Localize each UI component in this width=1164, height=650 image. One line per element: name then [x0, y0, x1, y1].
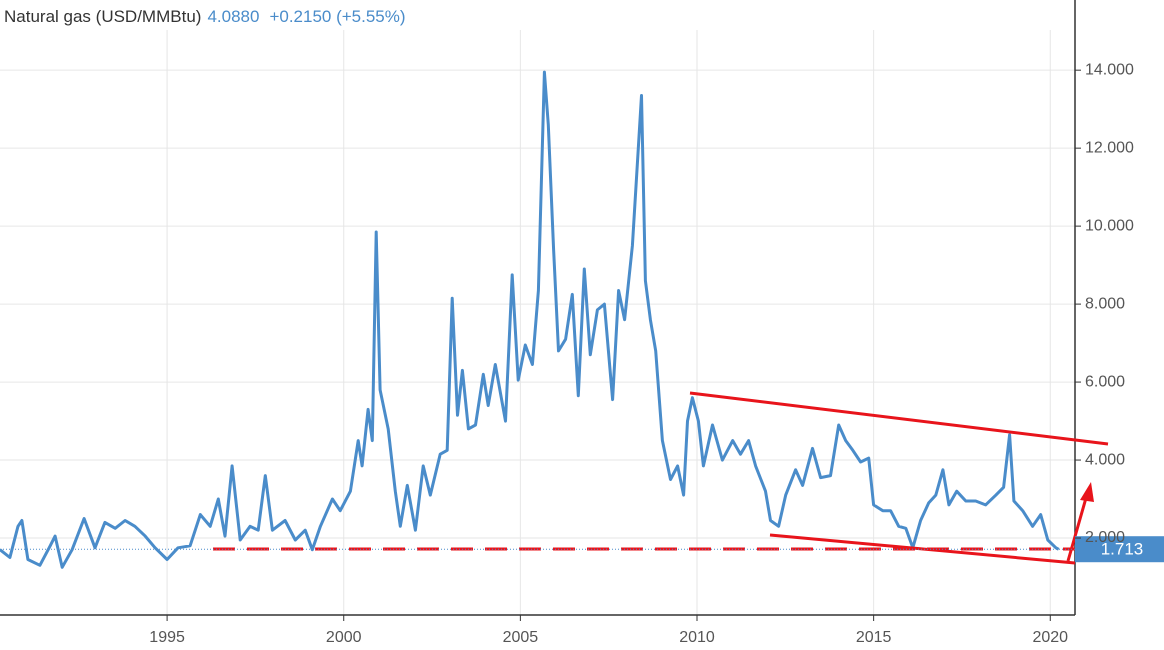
grid — [0, 30, 1075, 615]
y-tick-label: 14.000 — [1085, 61, 1134, 78]
y-tick-label: 2.000 — [1085, 529, 1125, 546]
price: 4.0880 — [207, 7, 259, 26]
arrow-head — [1080, 482, 1094, 502]
series-line — [0, 70, 1060, 569]
series — [0, 70, 1060, 569]
y-tick-label: 4.000 — [1085, 451, 1125, 468]
x-tick-label: 2020 — [1032, 629, 1068, 646]
title-text: Natural gas (USD/MMBtu) — [4, 7, 201, 26]
y-tick-label: 12.000 — [1085, 139, 1134, 156]
y-tick-label: 8.000 — [1085, 295, 1125, 312]
annotations — [213, 391, 1109, 565]
x-tick-label: 2000 — [326, 629, 362, 646]
change: +0.2150 (+5.55%) — [269, 7, 405, 26]
x-tick-label: 2005 — [503, 629, 539, 646]
last-value: 1.713 — [0, 536, 1164, 563]
y-tick-label: 6.000 — [1085, 373, 1125, 390]
chart-title: Natural gas (USD/MMBtu) 4.0880 +0.2150 (+5… — [4, 7, 406, 26]
y-tick-label: 10.000 — [1085, 217, 1134, 234]
x-tick-label: 1995 — [149, 629, 185, 646]
last-value-box — [1075, 536, 1164, 563]
arrow-shaft — [1066, 497, 1088, 562]
last-value-label: 1.713 — [1101, 540, 1144, 559]
trend-upper — [689, 391, 1109, 446]
x-tick-label: 2010 — [679, 629, 715, 646]
trend-lower — [769, 533, 1076, 565]
x-tick-label: 2015 — [856, 629, 892, 646]
